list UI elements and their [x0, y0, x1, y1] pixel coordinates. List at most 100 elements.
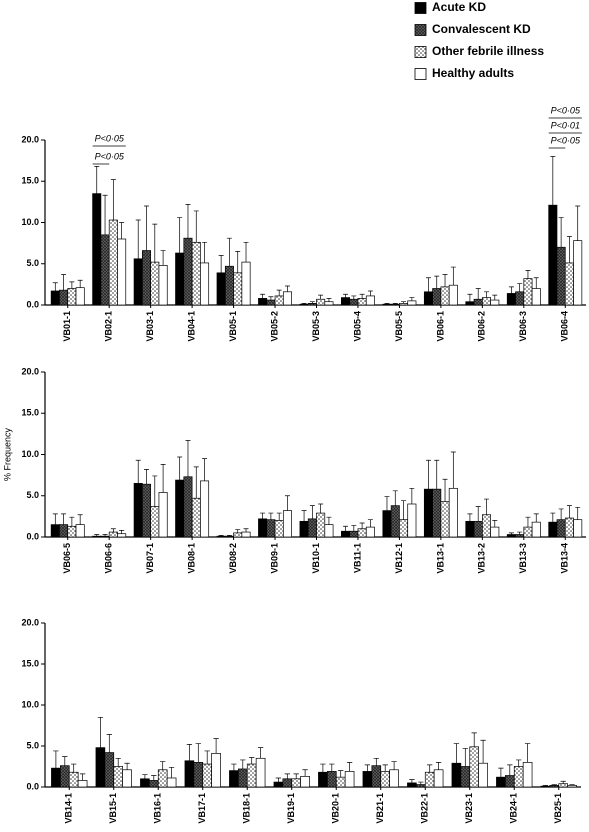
x-tick-label: VB16-1	[153, 793, 163, 824]
bar	[117, 238, 127, 306]
y-tick-label: 15.0	[21, 176, 39, 186]
bar	[266, 299, 276, 306]
error-bar	[160, 761, 166, 770]
error-bar	[318, 294, 324, 300]
bar	[522, 762, 533, 788]
error-bar	[409, 297, 415, 301]
bar	[365, 295, 375, 306]
bar	[142, 250, 152, 306]
bar	[133, 483, 143, 538]
x-tick-label: VB20-1	[331, 793, 341, 824]
bar	[241, 261, 251, 306]
error-bar	[204, 750, 210, 765]
legend-swatch	[414, 24, 427, 36]
y-tick-label: 15.0	[21, 658, 39, 668]
bar	[183, 476, 193, 538]
bar	[460, 766, 471, 788]
bar	[300, 775, 310, 788]
error-bar	[62, 756, 68, 766]
error-bar	[186, 744, 193, 761]
legend-label: Healthy adults	[432, 66, 514, 80]
error-bar	[346, 762, 353, 772]
error-bar	[243, 528, 249, 533]
error-bar	[160, 250, 166, 266]
error-bar	[243, 241, 249, 263]
bar	[362, 771, 373, 788]
x-tick-label: VB24-1	[509, 793, 519, 824]
x-tick-label: VB22-1	[420, 793, 430, 824]
error-bar	[450, 266, 456, 286]
x-tick-label: VB19-1	[286, 793, 296, 824]
bar	[100, 535, 110, 538]
error-bar	[152, 475, 158, 507]
y-tick-label: 5.0	[26, 740, 39, 750]
error-bar	[144, 205, 149, 251]
error-bar	[185, 440, 191, 477]
bar	[68, 771, 79, 788]
error-bar	[119, 530, 125, 534]
x-tick-label: VB05-4	[352, 311, 362, 342]
error-bar	[226, 237, 232, 267]
error-bar	[69, 281, 75, 289]
error-bar	[79, 773, 86, 781]
bar	[200, 480, 210, 538]
error-bar	[119, 222, 125, 239]
error-bar	[492, 294, 498, 301]
error-bar	[373, 757, 379, 766]
bar	[224, 265, 234, 306]
error-bar	[382, 764, 388, 772]
bar	[390, 303, 400, 306]
bar	[282, 778, 293, 788]
bar	[316, 298, 326, 306]
error-bar	[560, 780, 566, 784]
error-bar	[425, 277, 431, 292]
x-tick-label: VB05-1	[228, 311, 238, 342]
bar	[246, 763, 257, 788]
bar	[424, 771, 435, 788]
bar	[548, 204, 558, 306]
significance-label: P<0·05	[551, 135, 581, 145]
error-bar	[392, 490, 398, 506]
error-bar	[364, 764, 371, 772]
bar	[158, 265, 168, 306]
error-bar	[142, 774, 148, 779]
bar	[558, 783, 568, 788]
error-bar	[351, 295, 357, 300]
bar	[59, 289, 69, 306]
bar	[282, 291, 292, 306]
y-tick-label: 10.0	[21, 217, 39, 227]
bar	[433, 769, 444, 788]
bar	[233, 532, 243, 538]
error-bar	[558, 508, 564, 520]
bar	[50, 524, 60, 538]
error-bar	[343, 293, 349, 298]
bar	[108, 219, 118, 306]
x-tick-label: VB06-4	[560, 311, 570, 342]
significance-label: P<0·05	[95, 133, 125, 143]
error-bar	[435, 762, 442, 770]
bar	[407, 782, 417, 788]
bar	[266, 519, 276, 538]
bar	[548, 521, 558, 538]
x-tick-label: VB12-1	[394, 543, 404, 574]
x-tick-label: VB13-3	[518, 543, 528, 574]
error-bar	[427, 764, 433, 773]
bar	[481, 514, 491, 538]
bar	[523, 526, 533, 538]
error-bar	[484, 291, 489, 298]
x-tick-label: VB14-1	[64, 793, 74, 824]
legend-label: Other febrile illness	[432, 44, 544, 58]
bar	[202, 763, 212, 788]
bar	[382, 510, 392, 538]
error-bar	[507, 764, 513, 776]
error-bar	[268, 296, 274, 301]
error-bar	[391, 761, 397, 770]
x-tick-label: VB08-2	[228, 543, 238, 574]
bar	[506, 293, 516, 306]
bar	[416, 784, 426, 788]
error-bar	[71, 763, 77, 773]
bar	[324, 301, 334, 306]
bar	[75, 524, 85, 538]
bar	[440, 286, 450, 306]
